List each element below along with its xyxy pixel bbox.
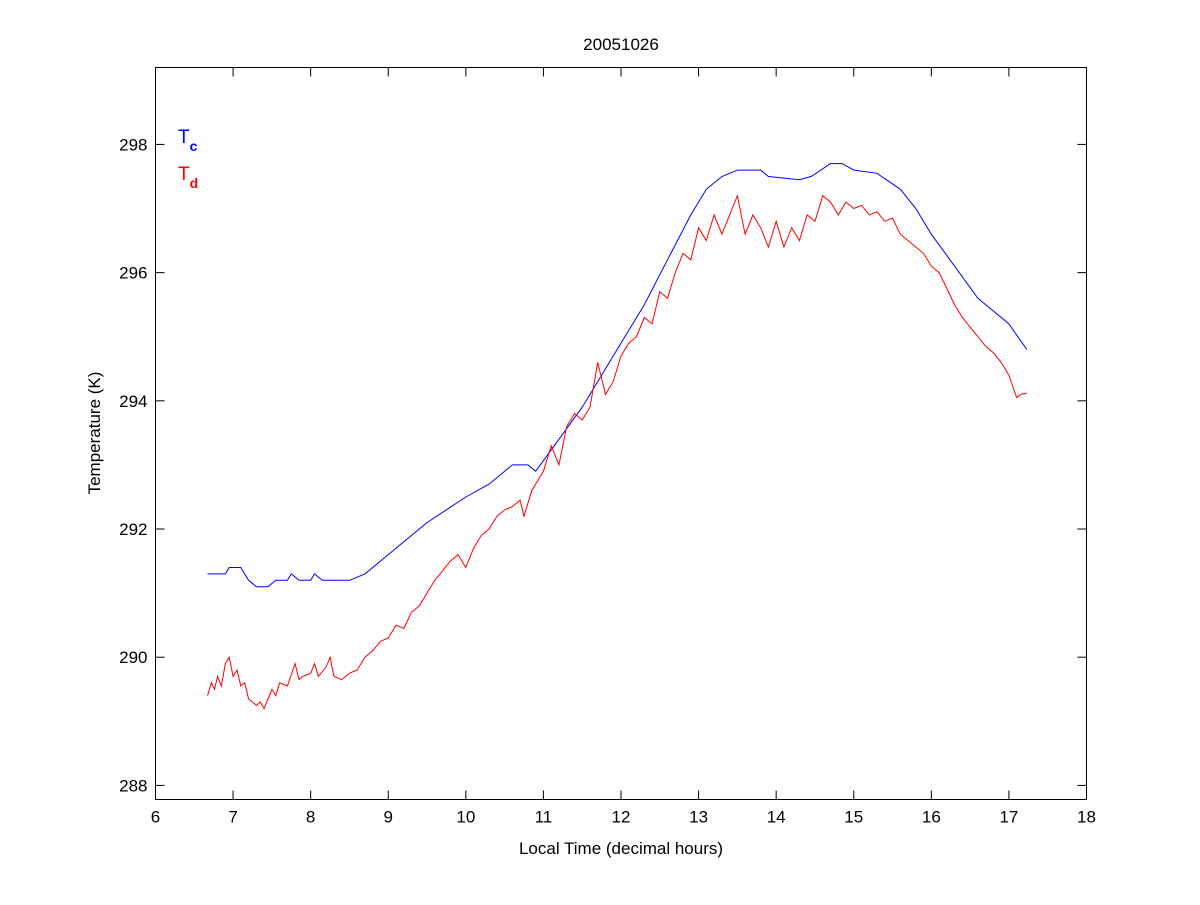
y-tick-label: 298 xyxy=(119,135,147,154)
series-line-tc xyxy=(207,163,1028,588)
y-tick-label: 290 xyxy=(119,648,147,667)
x-tick-label: 7 xyxy=(228,808,237,827)
legend: Tc Td xyxy=(178,127,198,191)
x-tick-label: 15 xyxy=(844,808,863,827)
x-tick-label: 18 xyxy=(1077,808,1096,827)
series-line-td xyxy=(207,193,1027,710)
legend-entry-tc: Tc xyxy=(178,127,198,154)
x-tick-label: 12 xyxy=(612,808,631,827)
x-tick-label: 6 xyxy=(151,808,160,827)
chart-title: 20051026 xyxy=(583,35,659,54)
x-tick-label: 14 xyxy=(767,808,786,827)
y-tick-label: 292 xyxy=(119,520,147,539)
x-tick-label: 16 xyxy=(922,808,941,827)
x-tick-label: 8 xyxy=(306,808,315,827)
y-tick-label: 296 xyxy=(119,264,147,283)
legend-entry-td: Td xyxy=(178,164,198,191)
x-axis-label: Local Time (decimal hours) xyxy=(519,839,723,858)
x-tick-label: 11 xyxy=(535,808,553,827)
y-axis-label: Temperature (K) xyxy=(85,372,104,495)
y-tick-label: 288 xyxy=(119,776,147,795)
x-tick-label: 9 xyxy=(384,808,393,827)
x-tick-label: 13 xyxy=(689,808,708,827)
x-tick-label: 10 xyxy=(456,808,475,827)
plot-area xyxy=(155,67,1087,800)
y-tick-label: 294 xyxy=(119,392,147,411)
x-tick-label: 17 xyxy=(999,808,1018,827)
